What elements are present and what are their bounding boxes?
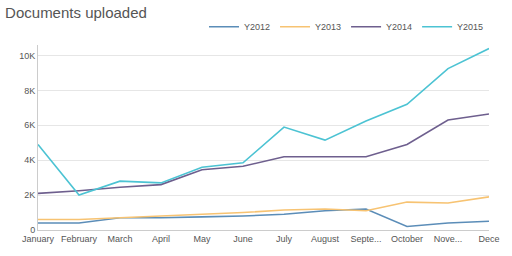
svg-text:May: May [193, 234, 211, 244]
svg-text:June: June [233, 234, 253, 244]
svg-text:October: October [391, 234, 423, 244]
svg-text:0: 0 [30, 225, 35, 235]
svg-text:February: February [61, 234, 98, 244]
svg-text:8K: 8K [24, 86, 35, 96]
svg-text:Documents uploaded: Documents uploaded [5, 4, 147, 21]
svg-text:2K: 2K [24, 190, 35, 200]
svg-text:Dece: Dece [478, 234, 499, 244]
svg-text:Y2015: Y2015 [457, 22, 483, 32]
svg-text:6K: 6K [24, 120, 35, 130]
svg-text:March: March [107, 234, 132, 244]
svg-text:August: August [311, 234, 340, 244]
svg-text:Y2014: Y2014 [386, 22, 412, 32]
svg-text:10K: 10K [19, 51, 35, 61]
svg-text:April: April [152, 234, 170, 244]
svg-text:Nove...: Nove... [434, 234, 463, 244]
svg-text:Y2013: Y2013 [315, 22, 341, 32]
svg-text:July: July [276, 234, 293, 244]
svg-text:Y2012: Y2012 [244, 22, 270, 32]
svg-text:January: January [22, 234, 55, 244]
svg-text:4K: 4K [24, 155, 35, 165]
svg-text:Septe...: Septe... [350, 234, 381, 244]
